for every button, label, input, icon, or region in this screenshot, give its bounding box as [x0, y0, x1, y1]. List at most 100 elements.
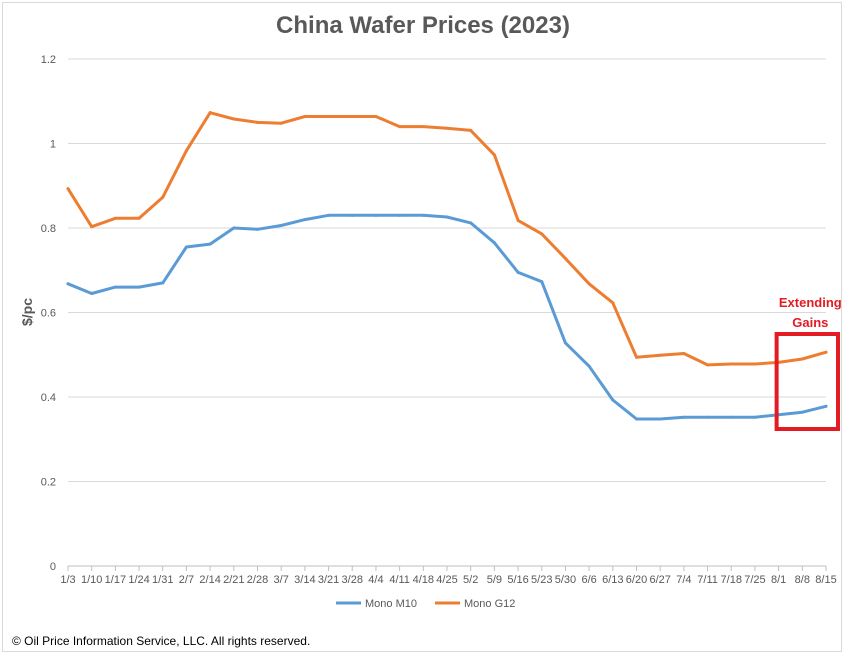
- data-point-mono-m10: [374, 213, 378, 217]
- series-line-mono-g12: [66, 111, 828, 367]
- x-tick-label: 3/7: [274, 574, 289, 586]
- data-point-mono-g12: [398, 125, 402, 129]
- data-point-mono-m10: [232, 226, 236, 230]
- data-point-mono-m10: [350, 213, 354, 217]
- x-tick-label: 4/25: [436, 574, 457, 586]
- x-tick-label: 2/14: [199, 574, 220, 586]
- data-point-mono-m10: [658, 417, 662, 421]
- copyright-text: © Oil Price Information Service, LLC. Al…: [12, 634, 311, 648]
- data-point-mono-g12: [303, 114, 307, 118]
- x-tick-label: 5/30: [555, 574, 576, 586]
- annotation-label-line1: Extending: [779, 295, 842, 310]
- y-tick-label: 0.8: [41, 223, 56, 235]
- gridlines: [68, 58, 826, 482]
- annotation-box: [774, 332, 840, 431]
- data-point-mono-g12: [256, 120, 259, 124]
- y-tick-label: 1.2: [41, 54, 56, 66]
- data-point-mono-g12: [161, 195, 165, 199]
- annotation-label-line2: Gains: [792, 315, 828, 330]
- data-point-mono-g12: [540, 232, 544, 236]
- data-point-mono-g12: [232, 117, 236, 121]
- x-tick-label: 1/17: [105, 574, 126, 586]
- x-tick-label: 2/28: [247, 574, 268, 586]
- x-tick-label: 2/7: [179, 574, 194, 586]
- x-tick-label: 7/4: [676, 574, 691, 586]
- data-point-mono-g12: [516, 218, 520, 222]
- data-point-mono-m10: [540, 280, 544, 284]
- x-tick-label: 1/24: [128, 574, 149, 586]
- x-tick-label: 5/2: [463, 574, 478, 586]
- data-point-mono-g12: [208, 111, 212, 115]
- data-point-mono-m10: [327, 213, 331, 217]
- data-point-mono-g12: [682, 351, 686, 355]
- data-point-mono-m10: [256, 227, 259, 231]
- y-axis-ticks: 0 0.2 0.4 0.6 0.8 1 1.2: [41, 54, 56, 573]
- x-tick-label: 4/11: [389, 574, 410, 586]
- data-point-mono-m10: [706, 415, 710, 419]
- y-tick-label: 0.4: [41, 392, 56, 404]
- data-point-mono-m10: [563, 341, 567, 345]
- x-tick-label: 8/8: [795, 574, 810, 586]
- data-point-mono-g12: [635, 355, 638, 359]
- y-tick-label: 0.6: [41, 308, 56, 320]
- data-point-mono-g12: [706, 363, 710, 367]
- x-tick-label: 6/13: [602, 574, 623, 586]
- data-point-mono-g12: [374, 114, 378, 118]
- legend-label: Mono M10: [365, 598, 417, 610]
- data-point-mono-g12: [113, 216, 117, 220]
- x-axis: [67, 565, 827, 571]
- x-tick-label: 1/10: [81, 574, 102, 586]
- chart-title: China Wafer Prices (2023): [276, 12, 570, 39]
- data-point-mono-m10: [824, 404, 828, 408]
- data-point-mono-g12: [66, 187, 70, 191]
- data-point-mono-m10: [682, 415, 686, 419]
- data-point-mono-g12: [611, 301, 615, 305]
- data-point-mono-g12: [421, 125, 425, 129]
- x-tick-label: 5/16: [507, 574, 528, 586]
- series-line-mono-m10: [66, 213, 828, 421]
- data-point-mono-m10: [184, 245, 188, 249]
- data-point-mono-m10: [161, 281, 165, 285]
- series-lines: [66, 111, 828, 421]
- x-tick-label: 8/15: [815, 574, 836, 586]
- x-tick-label: 8/1: [771, 574, 786, 586]
- data-point-mono-g12: [824, 350, 828, 354]
- data-point-mono-m10: [516, 270, 520, 274]
- extending-gains-annotation: Extending Gains: [774, 295, 842, 431]
- legend-label: Mono G12: [464, 598, 515, 610]
- data-point-mono-m10: [729, 415, 733, 419]
- data-point-mono-m10: [469, 221, 473, 225]
- data-point-mono-m10: [66, 282, 70, 286]
- data-point-mono-m10: [208, 242, 212, 246]
- x-tick-label: 3/21: [318, 574, 339, 586]
- data-point-mono-m10: [303, 218, 307, 222]
- data-point-mono-m10: [635, 417, 638, 421]
- data-point-mono-m10: [611, 398, 615, 402]
- data-point-mono-g12: [279, 121, 283, 125]
- x-tick-label: 1/3: [60, 574, 75, 586]
- x-tick-label: 5/9: [487, 574, 502, 586]
- data-point-mono-m10: [137, 285, 141, 289]
- y-tick-label: 0.2: [41, 477, 56, 489]
- x-tick-label: 7/25: [744, 574, 765, 586]
- x-tick-label: 2/21: [223, 574, 244, 586]
- x-tick-label: 4/4: [368, 574, 383, 586]
- legend: Mono M10 Mono G12: [336, 598, 515, 610]
- y-axis-label: $/pc: [19, 298, 35, 326]
- data-point-mono-m10: [90, 291, 94, 295]
- data-point-mono-m10: [113, 285, 117, 289]
- data-point-mono-g12: [800, 357, 804, 361]
- data-point-mono-m10: [398, 213, 402, 217]
- data-point-mono-g12: [587, 282, 591, 286]
- x-tick-label: 1/31: [152, 574, 173, 586]
- data-point-mono-g12: [563, 256, 567, 260]
- data-point-mono-m10: [753, 415, 757, 419]
- data-point-mono-g12: [137, 216, 141, 220]
- x-tick-label: 6/20: [626, 574, 647, 586]
- data-point-mono-g12: [729, 362, 733, 366]
- x-tick-label: 6/27: [649, 574, 670, 586]
- data-point-mono-g12: [327, 114, 331, 118]
- x-axis-ticks: 1/3 1/10 1/17 1/24 1/31 2/7 2/14 2/21 2/28 3/7 3/1…: [60, 574, 836, 586]
